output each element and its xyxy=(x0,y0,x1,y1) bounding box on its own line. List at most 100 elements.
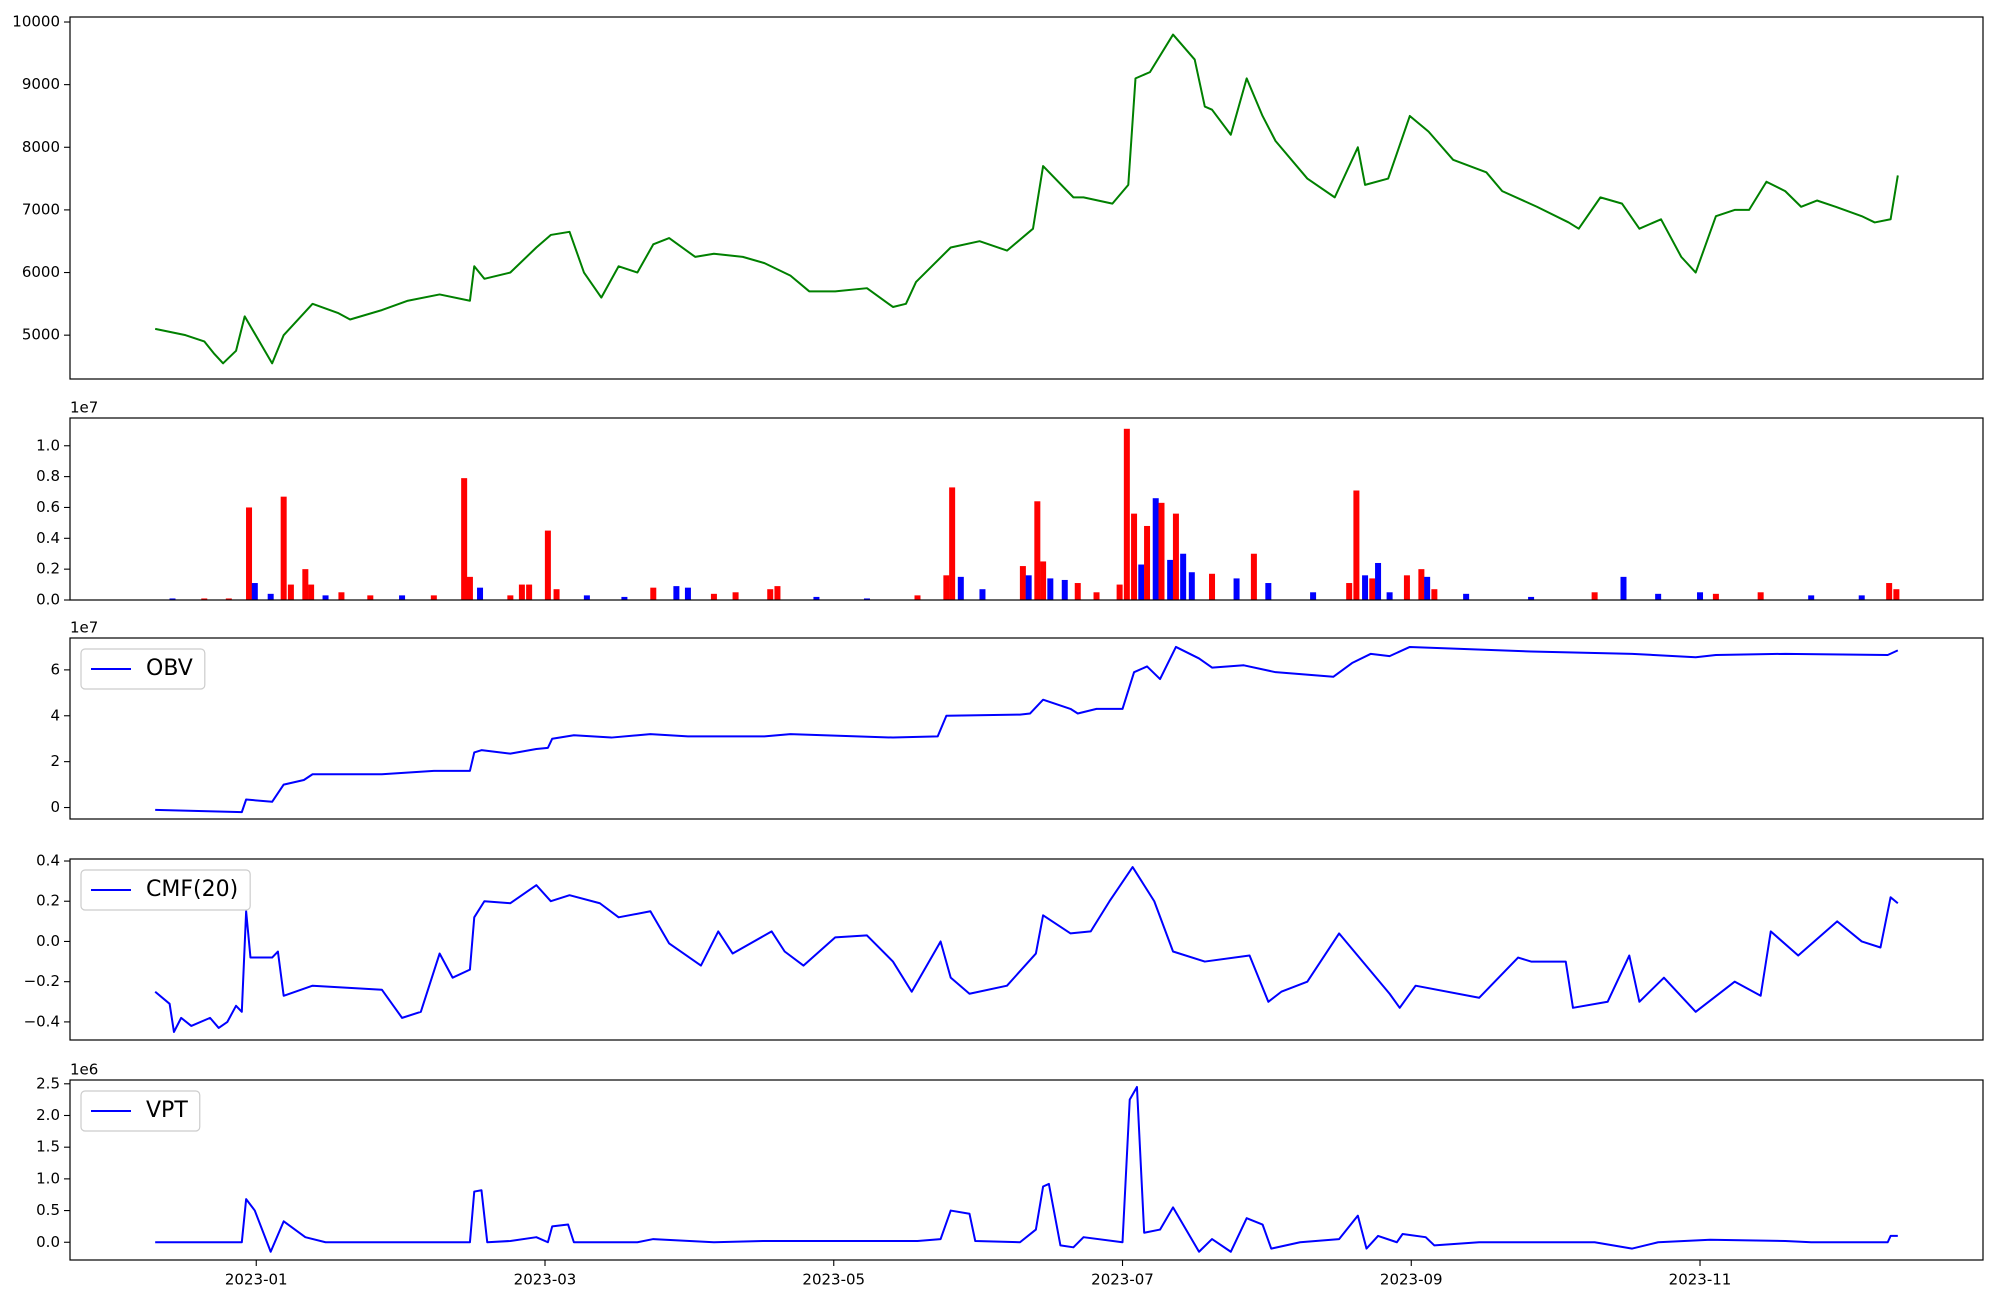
legend-label: CMF(20) xyxy=(146,877,238,902)
bar xyxy=(1074,583,1081,600)
offset-label: 1e7 xyxy=(70,619,98,637)
y-tick-label: 10000 xyxy=(12,13,60,31)
y-tick-label: −0.2 xyxy=(24,972,60,990)
bar xyxy=(1757,592,1764,600)
bar xyxy=(1040,561,1047,600)
bar xyxy=(1712,593,1719,600)
y-tick-label: 1.5 xyxy=(36,1138,60,1156)
bar xyxy=(673,586,680,600)
bar xyxy=(302,569,309,600)
bar xyxy=(1362,575,1369,600)
axes-frame xyxy=(69,637,1984,820)
bar xyxy=(1893,589,1900,600)
bar xyxy=(1808,595,1815,600)
bar xyxy=(1403,575,1410,600)
bar xyxy=(1131,513,1138,600)
line-series xyxy=(154,33,1899,365)
y-tick-label: 1.0 xyxy=(36,436,60,454)
bar xyxy=(1093,592,1100,600)
legend-label: VPT xyxy=(146,1098,188,1123)
y-tick-label: 0.0 xyxy=(36,1233,60,1251)
y-tick-label: 7000 xyxy=(22,200,60,218)
y-tick-label: 5000 xyxy=(22,326,60,344)
y-tick-label: 0.8 xyxy=(36,467,60,485)
bar xyxy=(1310,592,1317,600)
bar xyxy=(957,576,964,600)
bar xyxy=(1152,498,1159,600)
bar xyxy=(1386,592,1393,600)
bar xyxy=(544,530,551,600)
line-series xyxy=(154,866,1899,1033)
y-tick-label: 0.4 xyxy=(36,529,60,547)
y-tick-label: 6000 xyxy=(22,263,60,281)
bar xyxy=(507,595,514,600)
bar xyxy=(949,487,956,600)
panel: 0.0 0.2 0.4 0.6 0.8 1.0 1e7 xyxy=(36,399,1984,609)
bar xyxy=(169,598,176,600)
bar xyxy=(1034,501,1041,600)
bar xyxy=(1025,575,1032,600)
x-tick-label: 2023-11 xyxy=(1669,1271,1732,1289)
x-tick-label: 2023-03 xyxy=(514,1271,577,1289)
y-tick-label: 6 xyxy=(50,660,60,678)
bar xyxy=(583,595,590,600)
bar xyxy=(767,589,774,600)
bar xyxy=(553,589,560,600)
legend-box xyxy=(80,869,251,911)
bar xyxy=(251,583,258,600)
bar xyxy=(684,587,691,600)
bar xyxy=(1463,593,1470,600)
bar xyxy=(246,507,253,600)
bar xyxy=(1209,573,1216,600)
bar xyxy=(774,586,781,600)
bar xyxy=(461,478,468,600)
bar xyxy=(1369,578,1376,600)
bar xyxy=(1116,584,1123,600)
bar xyxy=(1233,578,1240,600)
bar xyxy=(1655,593,1662,600)
panel: 0.0 0.5 1.0 1.5 2.0 2.5 2023-01 2023-03 2023-05 2… xyxy=(36,1061,1984,1289)
axes-frame xyxy=(69,1079,1984,1261)
bar xyxy=(399,595,406,600)
bar xyxy=(979,589,986,600)
y-tick-label: 0 xyxy=(50,798,60,816)
bar xyxy=(1167,559,1174,600)
bar xyxy=(813,596,820,600)
bar xyxy=(732,592,739,600)
axes-frame xyxy=(69,417,1984,601)
bar xyxy=(267,593,274,600)
bar xyxy=(710,593,717,600)
bar xyxy=(1158,502,1165,600)
bar xyxy=(1144,525,1151,600)
legend-label: OBV xyxy=(146,656,193,681)
bar xyxy=(863,598,870,600)
x-tick-label: 2023-01 xyxy=(225,1271,288,1289)
bar xyxy=(1188,572,1195,600)
line-series xyxy=(155,1085,1898,1253)
bar xyxy=(225,598,232,600)
line-series xyxy=(155,645,1899,814)
bar xyxy=(1172,513,1179,600)
bar xyxy=(1886,583,1893,600)
offset-label: 1e7 xyxy=(70,399,98,417)
y-tick-label: 0.2 xyxy=(36,892,60,910)
x-tick-label: 2023-05 xyxy=(802,1271,865,1289)
bar xyxy=(650,587,657,600)
panel: 0 2 4 6 1e7 OBV xyxy=(50,619,1984,820)
x-tick-label: 2023-07 xyxy=(1091,1271,1154,1289)
y-tick-label: 4 xyxy=(50,706,60,724)
bar xyxy=(338,592,345,600)
bar xyxy=(1858,595,1865,600)
bar xyxy=(280,496,287,600)
bar xyxy=(1250,553,1257,600)
y-tick-label: 2.5 xyxy=(36,1074,60,1092)
bar xyxy=(526,584,533,600)
axes-frame xyxy=(69,858,1984,1041)
bar xyxy=(1418,569,1425,600)
y-tick-label: 0.0 xyxy=(36,591,60,609)
y-tick-label: 0.0 xyxy=(36,932,60,950)
bar xyxy=(1047,578,1054,600)
y-tick-label: 0.2 xyxy=(36,560,60,578)
bar xyxy=(1019,566,1026,600)
